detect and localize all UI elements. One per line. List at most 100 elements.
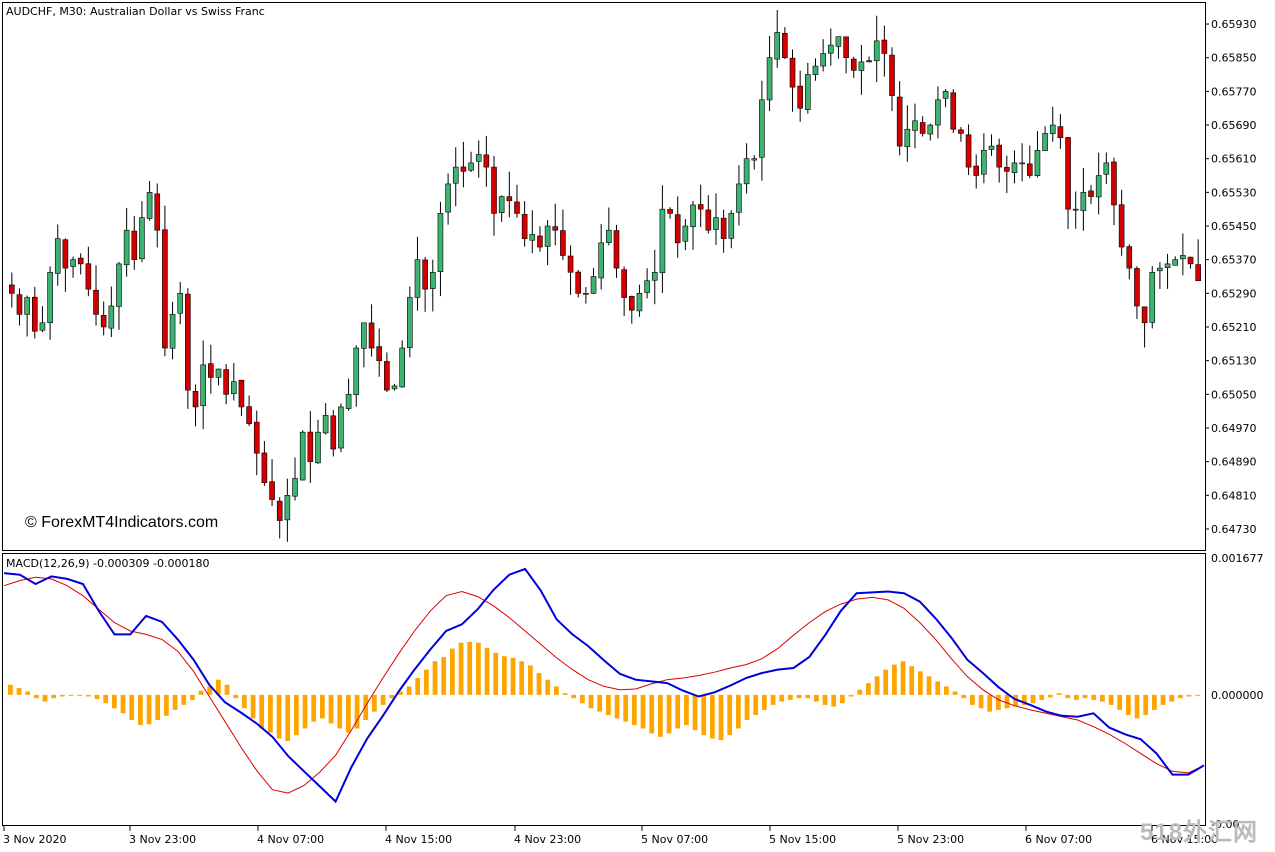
histogram-bar	[987, 694, 993, 712]
bear-candle	[62, 239, 69, 269]
bull-candle	[315, 431, 321, 464]
histogram-bar	[172, 694, 178, 710]
macd-lines	[3, 567, 1205, 804]
histogram-bar	[380, 694, 386, 705]
histogram-bar	[181, 694, 187, 705]
bull-candle	[39, 322, 46, 331]
histogram-bar	[337, 694, 343, 729]
histogram-bar	[944, 686, 949, 695]
bear-candle	[1118, 204, 1125, 248]
histogram-bar	[796, 694, 802, 699]
bear-candle	[782, 33, 788, 59]
bear-candle	[1065, 137, 1071, 210]
histogram-bar	[666, 694, 672, 734]
histogram-bar	[198, 690, 204, 695]
bear-candle	[866, 60, 872, 63]
histogram-bar	[675, 694, 681, 729]
histogram-bar	[1134, 694, 1140, 719]
bull-candle	[904, 128, 911, 148]
histogram-bar	[34, 694, 39, 699]
price-axis: 0.65930 0.65850 0.65770 0.65690 0.65610 0.655…	[1205, 18, 1257, 536]
macd-line	[3, 567, 1205, 804]
bear-candle	[246, 406, 252, 425]
bull-candle	[1011, 162, 1018, 173]
bull-candle	[636, 293, 643, 312]
bull-candle	[827, 44, 834, 54]
bull-candle	[1164, 263, 1171, 268]
histogram-bar	[562, 693, 568, 695]
histogram-bar	[701, 694, 707, 736]
bull-candle	[598, 242, 604, 279]
bull-candle	[177, 293, 184, 314]
bull-candle	[1049, 124, 1056, 134]
bear-candle	[93, 289, 99, 315]
histogram-bar	[1160, 694, 1166, 705]
bull-candle	[391, 385, 398, 390]
histogram-bar	[900, 661, 906, 695]
signal-line	[3, 576, 1205, 794]
histogram-bar	[103, 694, 109, 704]
bear-candle	[77, 257, 84, 265]
bear-candle	[223, 369, 229, 395]
histogram-bar	[8, 684, 13, 695]
bear-candle	[9, 284, 15, 294]
histogram-bar	[354, 694, 360, 729]
histogram-bar	[1030, 694, 1036, 704]
bull-candle	[1080, 192, 1087, 211]
bear-candle	[491, 166, 497, 214]
price-tick-label: 0.65450	[1211, 220, 1257, 233]
bull-candle	[659, 208, 666, 273]
histogram-bar	[406, 686, 412, 695]
histogram-bar	[779, 694, 785, 702]
bear-candle	[506, 196, 513, 202]
histogram-bar	[112, 694, 117, 709]
bear-candle	[850, 58, 857, 71]
bull-candle	[452, 166, 459, 184]
bull-candle	[682, 225, 689, 242]
bull-candle	[361, 322, 367, 349]
bear-candle	[797, 85, 803, 109]
bull-candle	[338, 406, 344, 449]
histogram-bar	[94, 694, 100, 700]
bull-candle	[475, 154, 482, 162]
bear-candle	[889, 54, 895, 96]
bear-candle	[973, 165, 980, 176]
price-tick-label: 0.65210	[1211, 321, 1257, 334]
histogram-bar	[424, 669, 429, 695]
histogram-bar	[744, 694, 750, 721]
macd-title: MACD(12,26,9) -0.000309 -0.000180	[6, 557, 210, 570]
histogram-bar	[528, 665, 533, 695]
bull-candle	[713, 217, 719, 230]
histogram-bar	[883, 669, 889, 695]
bull-candle	[759, 99, 765, 158]
histogram-bar	[16, 688, 22, 695]
time-tick-label: 6 Nov 07:00	[1025, 833, 1092, 846]
bear-candle	[162, 229, 168, 349]
histogram-bar	[1056, 693, 1062, 695]
histogram-bar	[389, 694, 395, 699]
histogram-bar	[978, 694, 984, 709]
histogram-bar	[614, 694, 620, 719]
bear-candle	[896, 96, 903, 147]
bear-candle	[537, 235, 543, 248]
bear-candle	[330, 415, 337, 450]
histogram-bar	[1048, 694, 1053, 698]
histogram-bar	[606, 694, 611, 715]
histogram-bar	[1100, 694, 1105, 702]
bear-candle	[965, 134, 972, 168]
bear-candle	[674, 214, 681, 244]
time-tick-label: 6 Nov 15:00	[1151, 833, 1218, 846]
histogram-bar	[484, 647, 490, 695]
price-tick-label: 0.65130	[1211, 355, 1257, 368]
bull-candle	[345, 394, 352, 409]
bull-candle	[927, 124, 934, 135]
bull-candle	[445, 183, 451, 213]
bull-candle	[1103, 162, 1110, 175]
histogram-bar	[1108, 694, 1114, 705]
histogram-bar	[458, 642, 464, 695]
bull-candle	[353, 347, 360, 395]
histogram-bar	[1195, 694, 1201, 696]
histogram-bar	[649, 694, 655, 734]
